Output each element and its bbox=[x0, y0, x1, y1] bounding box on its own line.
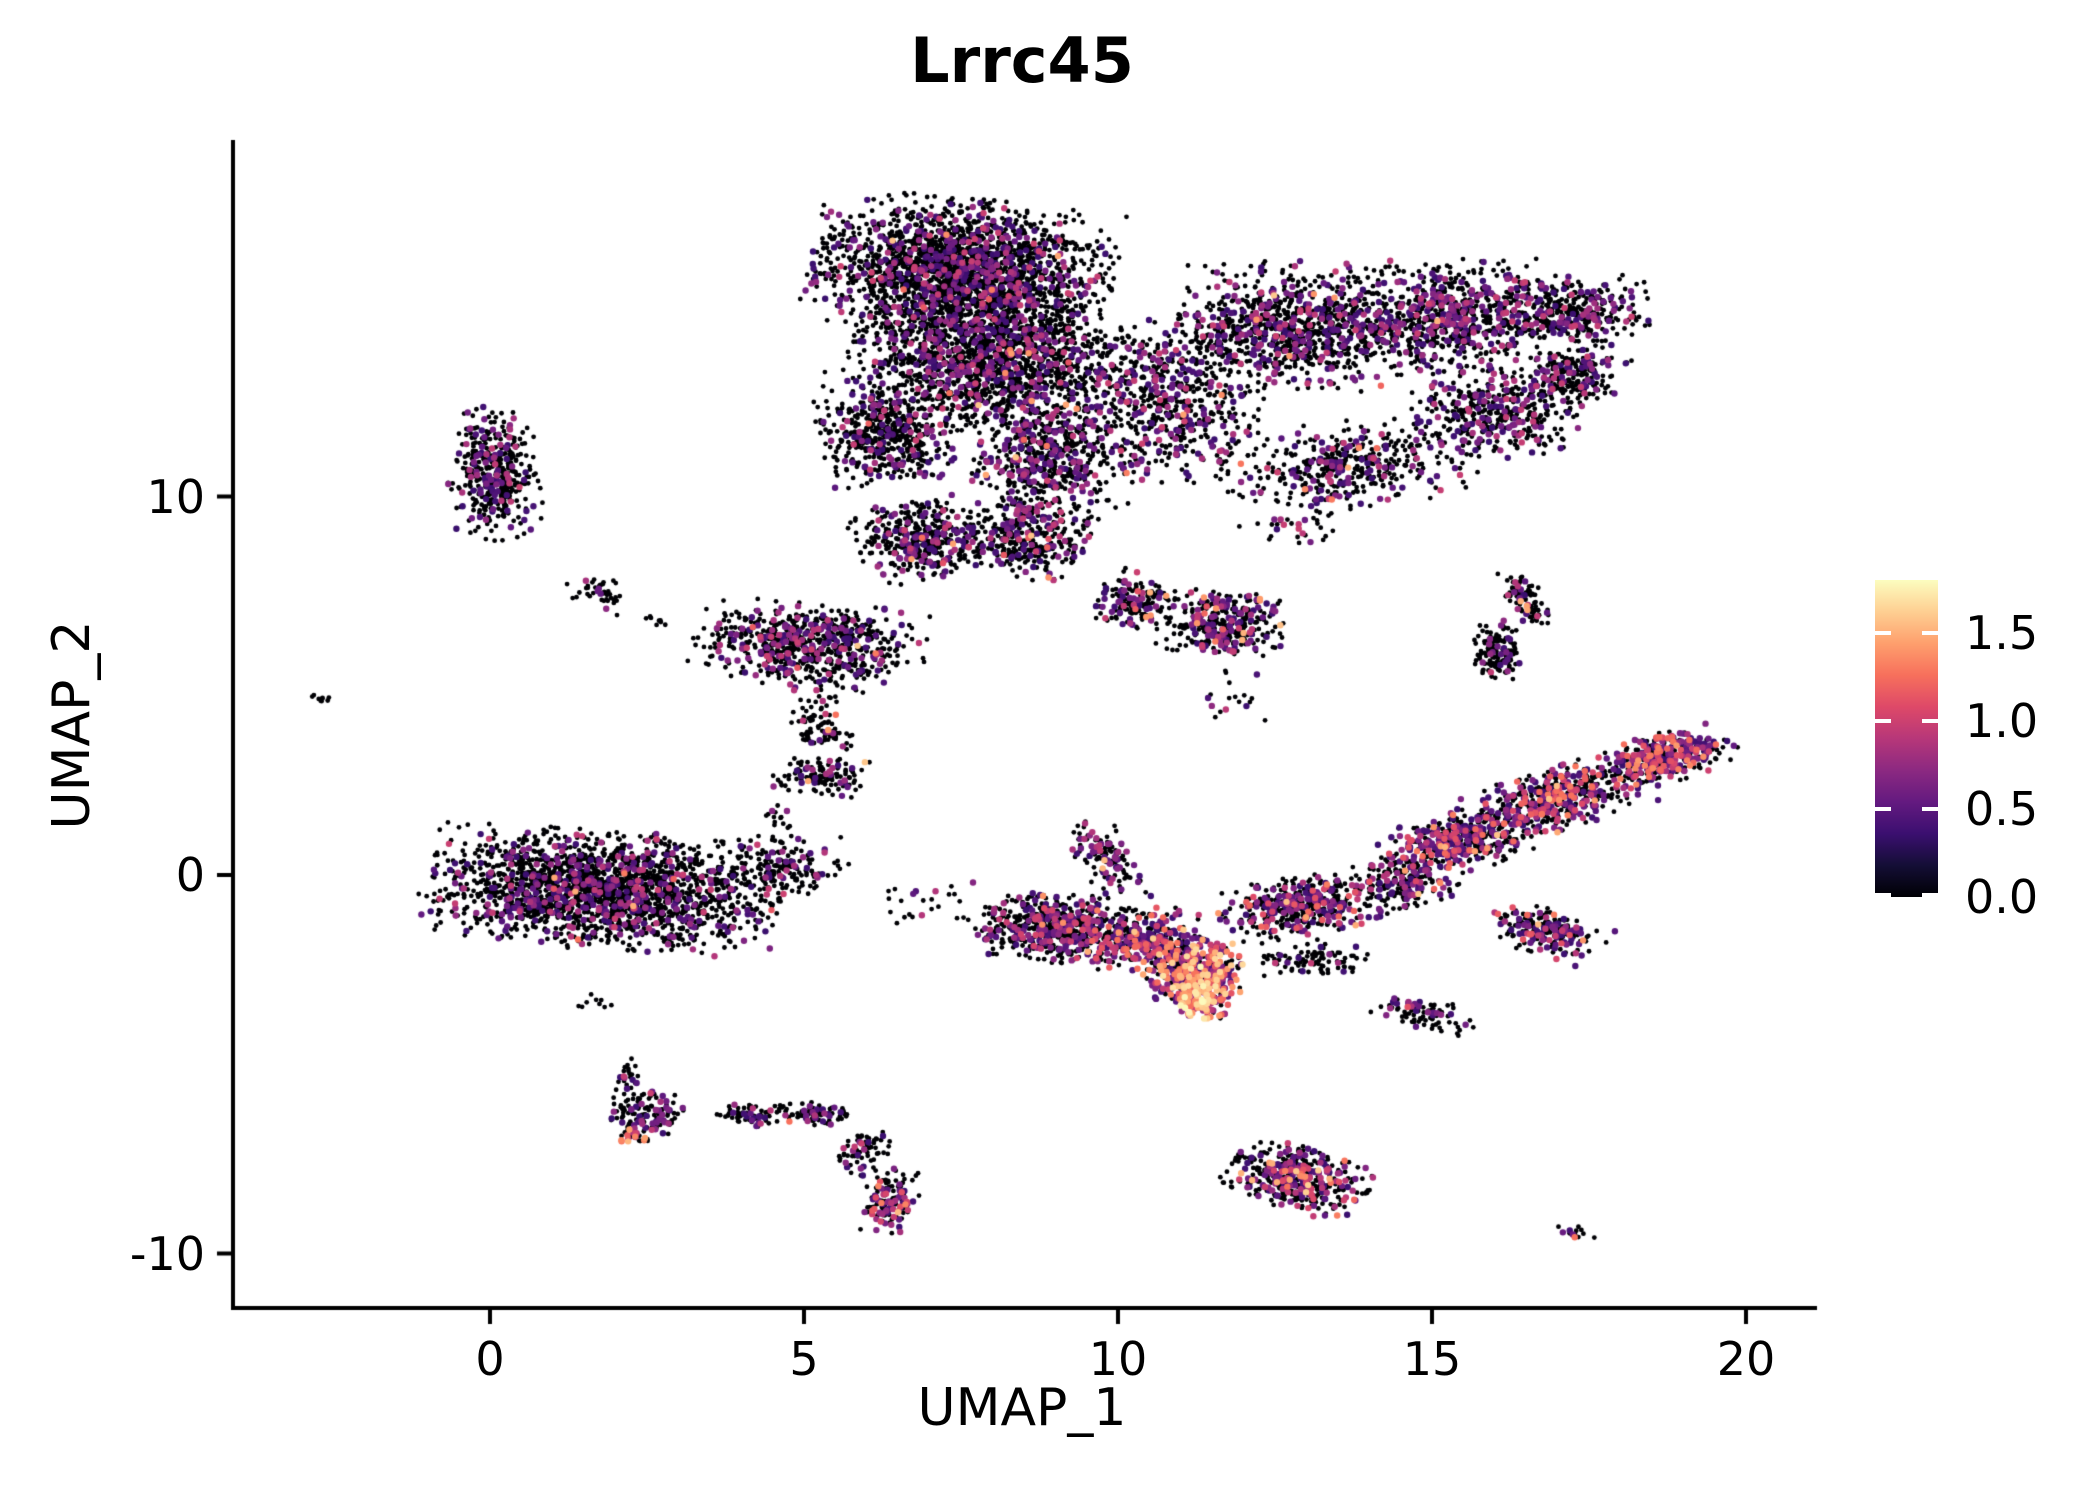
page-title: Lrrc45 bbox=[910, 24, 1134, 97]
x-tick-label-5: 5 bbox=[789, 1332, 819, 1386]
x-axis-label: UMAP_1 bbox=[917, 1378, 1127, 1438]
y-tick-label-10: 10 bbox=[146, 469, 205, 524]
colorbar-tick-mark bbox=[1922, 630, 1938, 635]
x-tick-label-20: 20 bbox=[1716, 1332, 1776, 1386]
x-tick-label-15: 15 bbox=[1402, 1332, 1462, 1386]
colorbar-tick-mark bbox=[1922, 806, 1938, 811]
colorbar-tick-mark bbox=[1875, 630, 1891, 635]
x-tick-label-10: 10 bbox=[1088, 1332, 1148, 1386]
colorbar-tick-label-1.5: 1.5 bbox=[1965, 605, 2039, 660]
colorbar-tick-mark bbox=[1922, 718, 1938, 723]
y-axis-label: UMAP_2 bbox=[42, 620, 102, 830]
colorbar-tick-mark bbox=[1875, 893, 1891, 897]
colorbar-tick-label-0.5: 0.5 bbox=[1965, 781, 2039, 836]
y-tick-label--10: -10 bbox=[129, 1226, 205, 1281]
colorbar-tick-mark bbox=[1875, 806, 1891, 811]
colorbar-tick-label-1.0: 1.0 bbox=[1965, 693, 2039, 748]
colorbar-tick-mark bbox=[1922, 893, 1938, 897]
x-tick-label-0: 0 bbox=[475, 1332, 505, 1386]
colorbar-tick-mark bbox=[1875, 718, 1891, 723]
expression-colorbar bbox=[1875, 580, 1938, 897]
colorbar-tick-label-0.0: 0.0 bbox=[1965, 870, 2039, 924]
y-tick-label-0: 0 bbox=[175, 848, 205, 902]
